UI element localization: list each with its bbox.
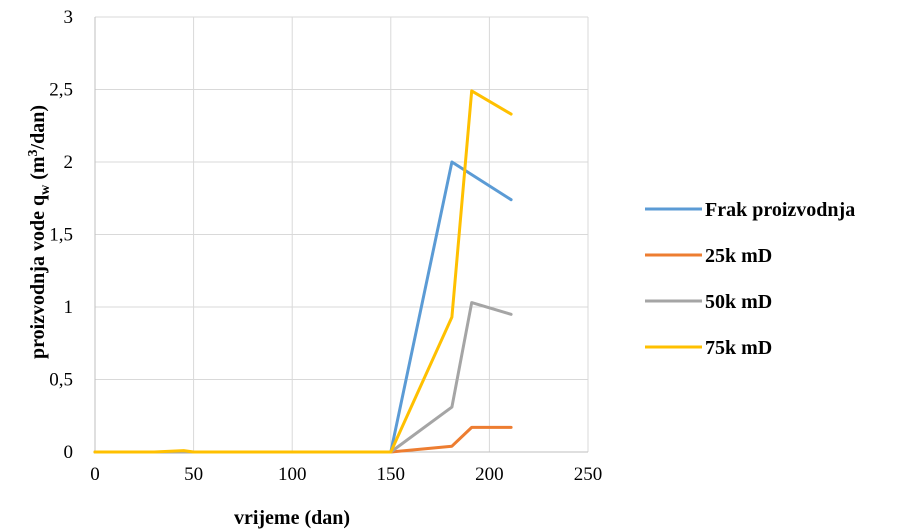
y-axis-title-unit: (m xyxy=(27,156,49,185)
y-axis-title-subscript: w xyxy=(38,184,53,195)
series-line-4 xyxy=(93,89,513,454)
y-tick-label: 2,5 xyxy=(49,80,73,101)
x-tick-label: 100 xyxy=(278,464,307,485)
x-tick-label: 50 xyxy=(184,464,203,485)
plot-series xyxy=(93,89,513,454)
x-tick-label: 150 xyxy=(377,464,406,485)
y-tick-label: 0,5 xyxy=(49,370,73,391)
y-tick-label: 2 xyxy=(64,152,74,173)
legend-label-4: 75k mD xyxy=(705,337,772,359)
x-tick-label: 250 xyxy=(574,464,603,485)
y-axis-title-unit-end: /dan) xyxy=(27,105,49,150)
x-axis-title: vrijeme (dan) xyxy=(234,507,350,529)
y-tick-label: 3 xyxy=(64,7,74,28)
x-tick-label: 200 xyxy=(475,464,504,485)
y-axis-title-main: proizvodnja vode q xyxy=(27,195,49,359)
legend-label-2: 25k mD xyxy=(705,245,772,267)
y-tick-label: 0 xyxy=(64,442,74,463)
y-tick-label: 1,5 xyxy=(49,225,73,246)
legend: Frak proizvodnja 25k mD 50k mD 75k mD xyxy=(645,199,855,359)
y-axis-title-superscript: 3 xyxy=(26,149,41,156)
grid xyxy=(94,16,589,453)
y-axis-title: proizvodnja vode qw (m3/dan) xyxy=(26,105,53,359)
tick-labels: 0 0,5 1 1,5 2 2,5 3 0 50 100 150 200 250 xyxy=(49,7,602,485)
y-tick-label: 1 xyxy=(64,297,74,318)
series-line-2 xyxy=(93,425,513,454)
legend-label-1: Frak proizvodnja xyxy=(705,199,855,221)
legend-label-3: 50k mD xyxy=(705,291,772,313)
x-tick-label: 0 xyxy=(90,464,100,485)
